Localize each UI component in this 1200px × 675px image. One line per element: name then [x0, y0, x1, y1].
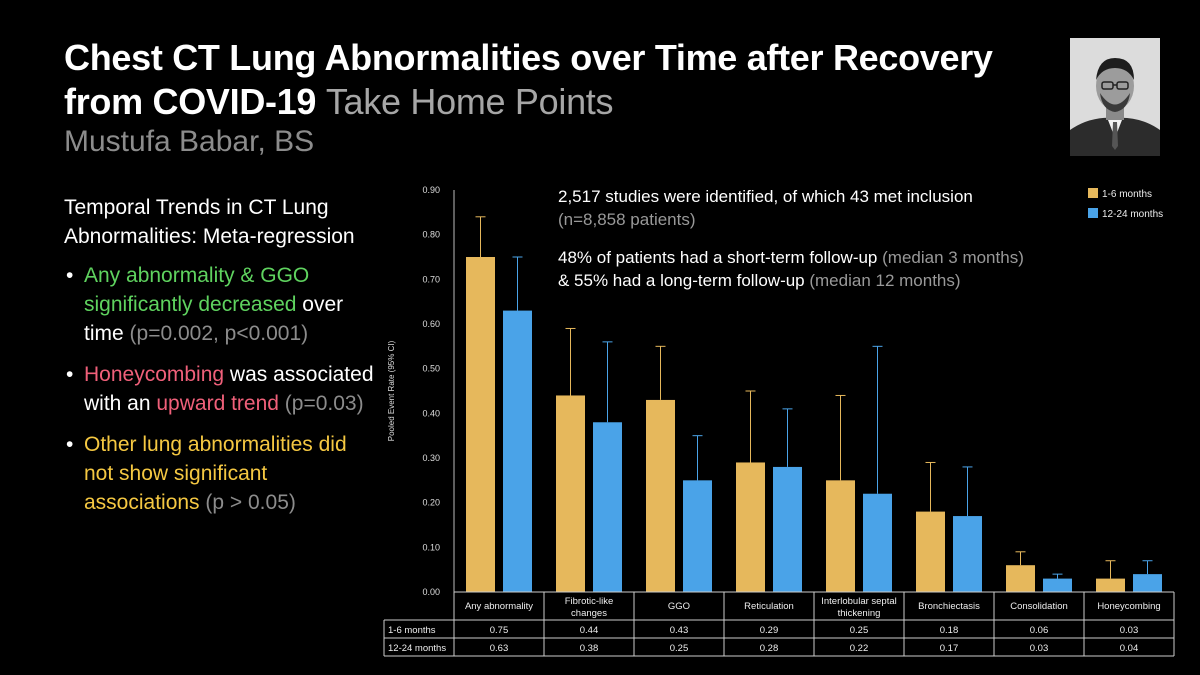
y-tick-label: 0.40	[422, 408, 440, 418]
bar-short-6	[1006, 565, 1035, 592]
annotation-short-term-median: (median 3 months)	[882, 248, 1024, 267]
bar-short-2	[646, 399, 675, 592]
bar-long-2	[683, 480, 712, 592]
bar-long-7	[1133, 574, 1162, 592]
annotation-1: 2,517 studies were identified, of which …	[558, 185, 973, 231]
y-tick-label: 0.00	[422, 587, 440, 597]
legend-swatch	[1088, 188, 1098, 198]
bullet-2-main: Honeycombing	[84, 363, 225, 386]
bullet-marker: •	[66, 264, 74, 287]
table-value: 0.04	[1120, 643, 1139, 654]
slide-title: Chest CT Lung Abnormalities over Time af…	[64, 36, 1044, 124]
bullet-point: • Other lung abnormalities did not show …	[64, 430, 374, 517]
section-heading: Temporal Trends in CT Lung Abnormalities…	[64, 196, 355, 248]
author-name: Mustufa Babar, BS	[64, 125, 315, 158]
bullet-1-rest: over time	[84, 293, 344, 345]
table-value: 0.06	[1030, 625, 1049, 636]
table-value: 0.29	[760, 625, 779, 636]
table-value: 0.17	[940, 643, 959, 654]
bar-short-4	[826, 480, 855, 592]
bullet-marker: •	[66, 363, 74, 386]
bullet-point: • Any abnormality & GGO significantly de…	[64, 261, 374, 348]
table-value: 0.03	[1030, 643, 1049, 654]
bullet-1-main: Any abnormality & GGO significantly decr…	[84, 264, 310, 316]
y-tick-label: 0.60	[422, 319, 440, 329]
annotation-long-term-text: & 55% had a long-term follow-up	[558, 271, 810, 290]
bullet-3-stat: (p > 0.05)	[199, 491, 296, 514]
bar-long-5	[953, 516, 982, 592]
bullet-2-rest: was associated with an	[84, 363, 374, 415]
y-tick-label: 0.30	[422, 453, 440, 463]
annotation-patients: (n=8,858 patients)	[558, 210, 696, 229]
bar-long-6	[1043, 578, 1072, 592]
table-value: 0.38	[580, 643, 599, 654]
y-tick-label: 0.10	[422, 542, 440, 552]
y-tick-label: 0.80	[422, 230, 440, 240]
annotation-long-term: & 55% had a long-term follow-up (median …	[558, 269, 1024, 292]
x-category-label: Honeycombing	[1097, 601, 1160, 612]
y-axis-label: Pooled Event Rate (95% CI)	[387, 340, 396, 441]
x-category-label: Any abnormality	[465, 601, 533, 612]
bar-short-1	[556, 395, 585, 592]
annotation-short-term: 48% of patients had a short-term follow-…	[558, 246, 1024, 269]
bar-long-4	[863, 493, 892, 592]
bar-chart: 0.00 0.10 0.20 0.30 0.40 0.50 0.60 0.70 0.80 0.90…	[374, 178, 1179, 658]
bullet-2-main2: upward trend	[156, 392, 279, 415]
table-value: 0.63	[490, 643, 509, 654]
bullet-2-stat: (p=0.03)	[278, 392, 364, 415]
table-value: 0.18	[940, 625, 959, 636]
x-category-label: Interlobular septal	[821, 596, 897, 607]
y-tick-label: 0.20	[422, 498, 440, 508]
x-category-label: Consolidation	[1010, 601, 1068, 612]
bullet-3-main: Other lung abnormalities did not show si…	[84, 433, 347, 514]
table-value: 0.25	[670, 643, 689, 654]
take-home-points: Temporal Trends in CT Lung Abnormalities…	[64, 193, 374, 529]
y-tick-label: 0.50	[422, 364, 440, 374]
x-category-label: GGO	[668, 601, 690, 612]
bullet-1-stat: (p=0.002, p<0.001)	[129, 322, 309, 345]
bar-short-7	[1096, 578, 1125, 592]
presenter-photo	[1070, 38, 1160, 156]
x-category-label: Bronchiectasis	[918, 601, 980, 612]
bullet-marker: •	[66, 433, 74, 456]
annotation-short-term-text: 48% of patients had a short-term follow-…	[558, 248, 883, 267]
table-row-label: 12-24 months	[388, 643, 446, 654]
table-value: 0.25	[850, 625, 869, 636]
bar-long-1	[593, 422, 622, 592]
annotation-long-term-median: (median 12 months)	[809, 271, 961, 290]
table-value: 0.03	[1120, 625, 1139, 636]
table-value: 0.22	[850, 643, 869, 654]
title-highlight: Take Home Points	[325, 81, 614, 122]
legend-swatch	[1088, 208, 1098, 218]
title-main: Chest CT Lung Abnormalities over Time af…	[64, 37, 993, 122]
x-category-label: changes	[571, 608, 607, 619]
bar-long-3	[773, 466, 802, 592]
legend-label: 12-24 months	[1102, 209, 1163, 220]
x-category-label: thickening	[838, 608, 881, 619]
table-value: 0.43	[670, 625, 689, 636]
bar-short-3	[736, 462, 765, 592]
bar-short-0	[466, 257, 495, 592]
x-category-label: Fibrotic-like	[565, 596, 614, 607]
table-value: 0.44	[580, 625, 599, 636]
table-value: 0.75	[490, 625, 509, 636]
presenter-photo-image	[1070, 38, 1160, 156]
annotation-studies: 2,517 studies were identified, of which …	[558, 187, 973, 206]
table-value: 0.28	[760, 643, 779, 654]
y-tick-label: 0.70	[422, 274, 440, 284]
table-row-label: 1-6 months	[388, 625, 436, 636]
y-tick-label: 0.90	[422, 185, 440, 195]
x-category-label: Reticulation	[744, 601, 794, 612]
bullet-point: • Honeycombing was associated with an up…	[64, 360, 374, 418]
chart-svg: 0.00 0.10 0.20 0.30 0.40 0.50 0.60 0.70 0.80 0.90…	[382, 180, 1176, 657]
bar-short-5	[916, 511, 945, 592]
bar-long-0	[503, 310, 532, 592]
legend-label: 1-6 months	[1102, 189, 1152, 200]
annotation-2: 48% of patients had a short-term follow-…	[558, 246, 1024, 292]
